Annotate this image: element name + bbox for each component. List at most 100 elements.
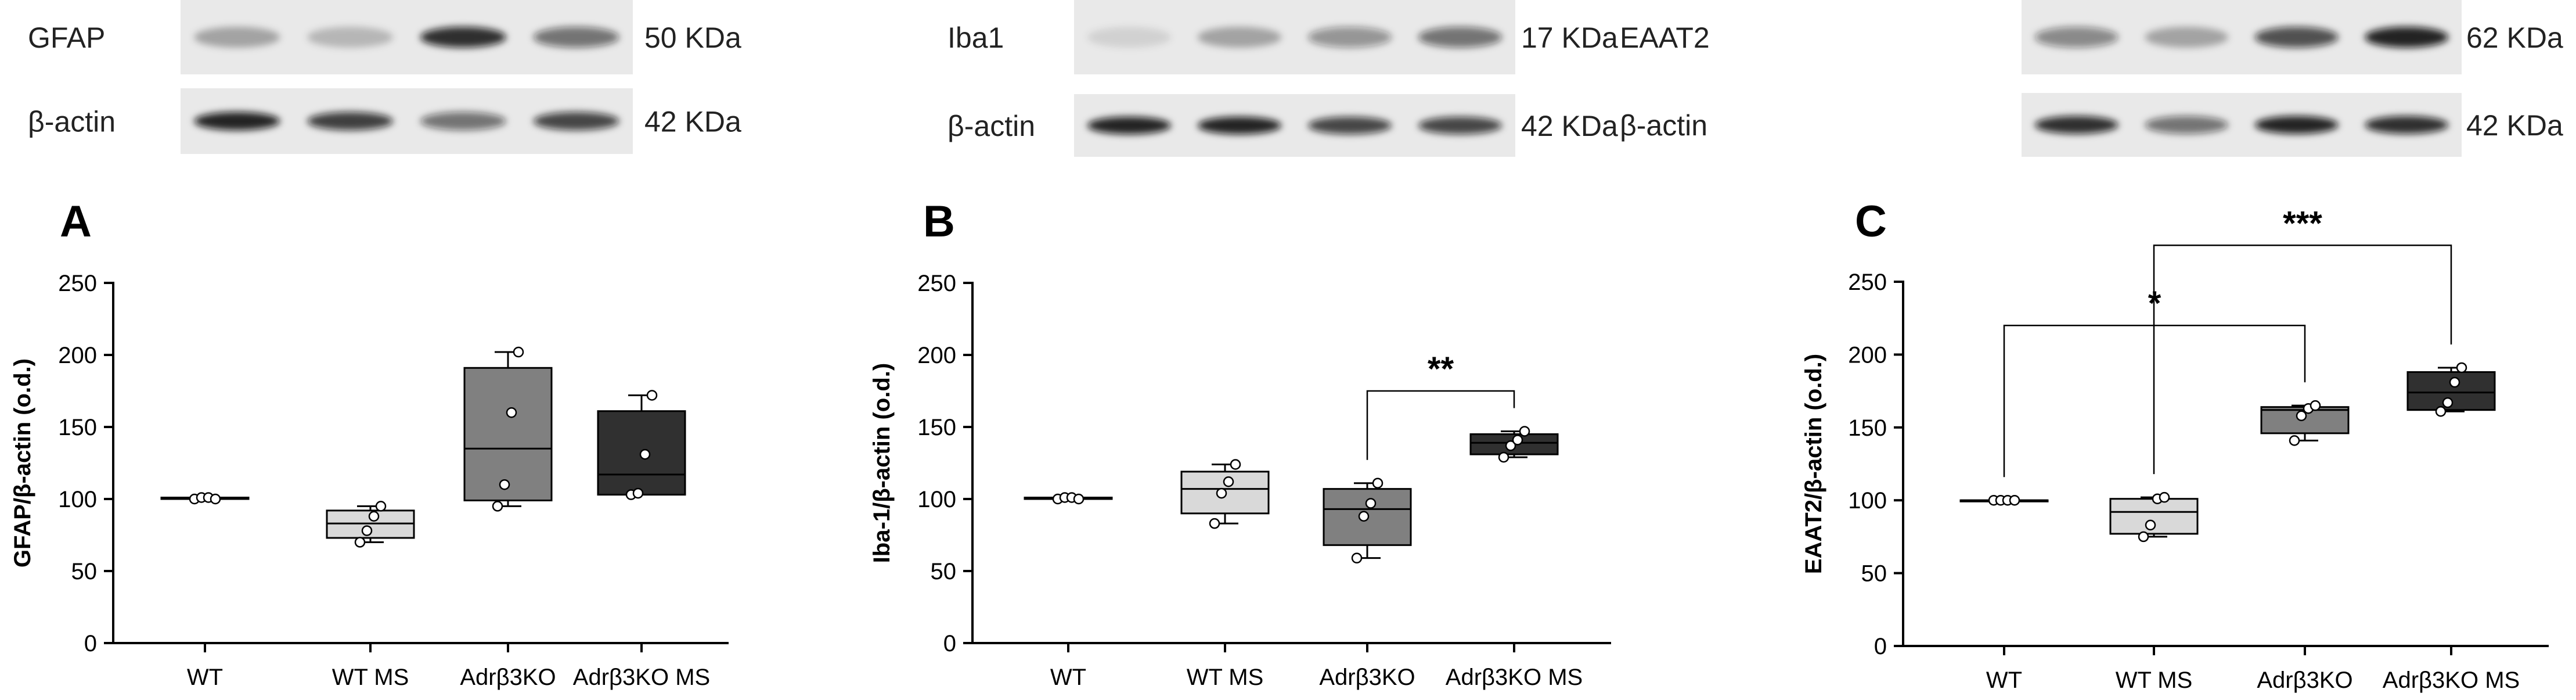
y-tick-label: 200 — [917, 343, 956, 368]
blot-band — [2365, 116, 2449, 134]
data-point — [2442, 397, 2453, 408]
data-point — [632, 487, 644, 499]
blot-band — [1087, 27, 1172, 48]
data-point — [1351, 552, 1363, 563]
blot-band — [420, 27, 506, 48]
x-tick-label: Adrβ3KO MS — [1446, 665, 1583, 690]
data-point — [506, 407, 517, 418]
blot-band — [307, 27, 394, 48]
x-tick-label: WT MS — [2116, 667, 2193, 693]
data-point — [1216, 487, 1227, 499]
blot-band — [2254, 116, 2339, 134]
blot-band — [1197, 116, 1282, 135]
blot-band — [1418, 27, 1503, 48]
data-point — [1498, 451, 1509, 463]
x-tick-label: Adrβ3KO — [2257, 667, 2352, 693]
data-point — [361, 525, 373, 536]
data-point — [2289, 435, 2300, 446]
blot-size-label: 50 KDa — [644, 21, 741, 54]
blot-protein-label: β-actin — [28, 106, 116, 138]
data-point — [1073, 493, 1085, 505]
data-point — [210, 493, 221, 505]
significance-label: ** — [1428, 350, 1454, 388]
data-point — [2310, 400, 2321, 411]
data-point — [2456, 362, 2467, 374]
data-point — [375, 501, 387, 512]
data-point — [2159, 491, 2170, 503]
significance-bracket — [2153, 245, 2452, 475]
panel-letter: C — [1855, 197, 1887, 246]
data-point — [1209, 518, 1220, 529]
y-tick-label: 250 — [58, 271, 97, 296]
y-tick-label: 150 — [917, 415, 956, 440]
data-point — [1223, 476, 1234, 487]
x-tick-label: WT — [187, 665, 223, 690]
data-point — [2435, 405, 2447, 417]
data-point — [2145, 519, 2156, 531]
data-point — [492, 501, 503, 512]
x-tick-label: Adrβ3KO — [1319, 665, 1415, 690]
blot-protein-label: β-actin — [947, 110, 1035, 142]
data-point — [1505, 440, 1516, 451]
box — [463, 367, 553, 501]
x-tick-label: WT — [1050, 665, 1086, 690]
data-point — [354, 537, 366, 548]
x-tick-label: WT — [1986, 667, 2022, 693]
y-axis-label: EAAT2/β-actin (o.d.) — [1801, 354, 1826, 574]
data-point — [499, 479, 510, 490]
blot-band — [2254, 27, 2339, 48]
y-tick-label: 250 — [917, 271, 956, 296]
x-tick-label: Adrβ3KO MS — [2383, 667, 2520, 693]
blot-band — [533, 27, 619, 48]
y-tick-label: 50 — [931, 559, 957, 584]
y-tick-label: 0 — [84, 631, 97, 656]
data-point — [2009, 494, 2020, 506]
blot-size-label: 62 KDa — [2466, 21, 2563, 54]
y-tick-label: 100 — [917, 487, 956, 512]
y-tick-label: 0 — [1874, 634, 1887, 659]
blot-band — [2034, 27, 2119, 48]
significance-bracket — [1366, 390, 1515, 460]
blot-band — [194, 112, 280, 131]
panel-letter: A — [60, 197, 92, 246]
data-point — [1512, 435, 1523, 446]
blot-size-label: 42 KDa — [644, 106, 741, 138]
data-point — [513, 346, 524, 358]
y-axis-label: Iba-1/β-actin (o.d.) — [869, 363, 895, 563]
data-point — [368, 511, 380, 522]
y-tick-label: 200 — [58, 343, 97, 368]
x-tick-label: WT MS — [332, 665, 409, 690]
blot-band — [1418, 116, 1503, 135]
blot-band — [420, 112, 506, 131]
blot-band — [1307, 27, 1392, 48]
blot-band — [2145, 116, 2229, 134]
y-tick-label: 100 — [1848, 488, 1887, 514]
blot-protein-label: EAAT2 — [1620, 21, 1710, 54]
data-point — [1365, 498, 1377, 509]
x-tick-label: Adrβ3KO MS — [573, 665, 710, 690]
blot-band — [533, 112, 619, 131]
y-tick-label: 150 — [1848, 415, 1887, 441]
blot-band — [1307, 116, 1392, 135]
y-tick-label: 100 — [58, 487, 97, 512]
data-point — [1519, 426, 1530, 437]
y-tick-label: 50 — [71, 559, 98, 584]
y-tick-label: 250 — [1848, 270, 1887, 295]
data-point — [2296, 410, 2307, 421]
y-tick-label: 200 — [1848, 342, 1887, 368]
blot-band — [2145, 27, 2229, 48]
blot-size-label: 42 KDa — [1521, 110, 1618, 142]
y-tick-label: 50 — [1861, 561, 1887, 587]
y-tick-label: 0 — [943, 631, 956, 656]
blot-band — [307, 112, 394, 131]
blot-band — [194, 27, 280, 48]
data-point — [1230, 459, 1241, 470]
blot-size-label: 42 KDa — [2466, 109, 2563, 142]
y-tick-label: 150 — [58, 415, 97, 440]
x-tick-label: Adrβ3KO — [460, 665, 556, 690]
significance-label: *** — [2283, 204, 2322, 242]
blot-protein-label: Iba1 — [947, 21, 1004, 54]
blot-size-label: 17 KDa — [1521, 21, 1618, 54]
